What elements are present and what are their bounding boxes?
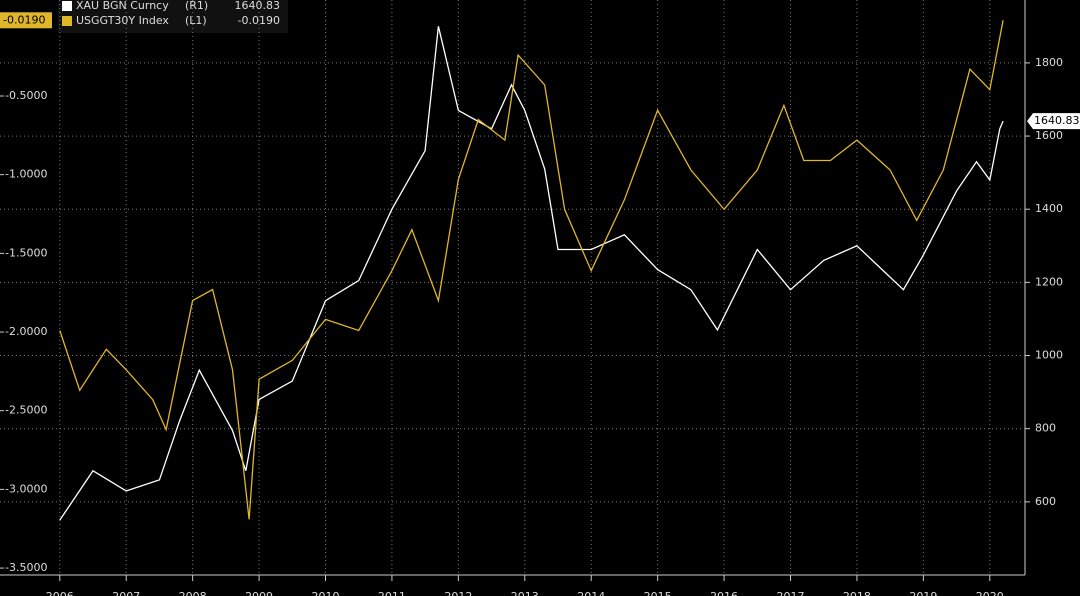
x-tick-label: 2006 — [46, 590, 74, 596]
series-line — [59, 20, 1004, 520]
y2-tick-label: 1200 — [1035, 275, 1063, 288]
legend-name: USGGT30Y Index — [76, 14, 169, 27]
last-label: -0.0190 — [3, 13, 45, 26]
x-tick-label: 2014 — [577, 590, 605, 596]
x-tick-label: 2016 — [710, 590, 738, 596]
y2-tick-label: 1400 — [1035, 202, 1063, 215]
x-tick-label: 2012 — [444, 590, 472, 596]
y2-tick-label: 800 — [1035, 422, 1056, 435]
legend-last: 1640.83 — [235, 0, 281, 12]
x-tick-label: 2018 — [843, 590, 871, 596]
legend — [58, 0, 288, 33]
y-tick-label: -1.0000 — [5, 168, 47, 181]
x-tick-label: 2013 — [511, 590, 539, 596]
y-tick-label: -3.0000 — [5, 482, 47, 495]
last-badge — [1027, 113, 1080, 130]
y-tick-label: -1.5000 — [5, 246, 47, 259]
x-tick-label: 2008 — [179, 590, 207, 596]
y2-tick-label: 1600 — [1035, 129, 1063, 142]
y2-tick-label: 1800 — [1035, 56, 1063, 69]
series-line — [59, 26, 1004, 521]
x-tick-label: 2009 — [245, 590, 273, 596]
last-label: 1640.83 — [1034, 114, 1080, 127]
x-tick-label: 2010 — [312, 590, 340, 596]
legend-last: -0.0190 — [238, 14, 280, 27]
y-tick-label: -2.5000 — [5, 404, 47, 417]
x-tick-label: 2020 — [976, 590, 1004, 596]
x-tick-label: 2015 — [644, 590, 672, 596]
x-tick-label: 2007 — [112, 590, 140, 596]
x-tick-label: 2019 — [909, 590, 937, 596]
x-tick-label: 2017 — [777, 590, 805, 596]
y-tick-label: -0.5000 — [5, 89, 47, 102]
y-tick-label: -3.5000 — [5, 561, 47, 574]
y-tick-label: -2.0000 — [5, 325, 47, 338]
legend-swatch — [62, 16, 72, 26]
legend-swatch — [62, 1, 72, 11]
legend-axis: (L1) — [185, 14, 207, 27]
y2-tick-label: 1000 — [1035, 349, 1063, 362]
last-badge — [0, 12, 52, 29]
y2-tick-label: 600 — [1035, 495, 1056, 508]
legend-axis: (R1) — [185, 0, 208, 12]
legend-name: XAU BGN Curncy — [76, 0, 169, 12]
x-tick-label: 2011 — [378, 590, 406, 596]
